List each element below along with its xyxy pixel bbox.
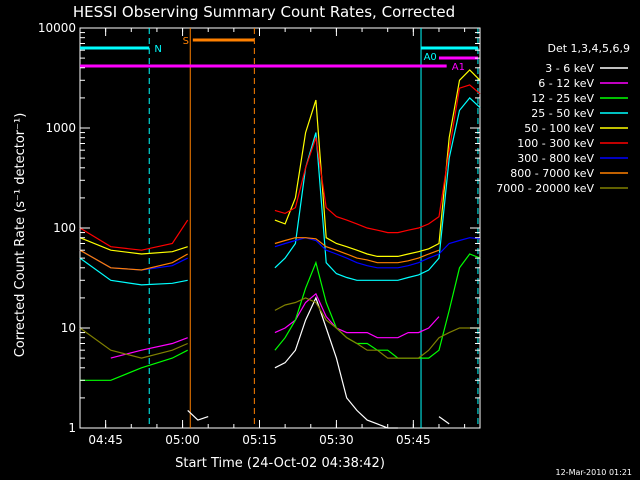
series-1 [187, 296, 450, 429]
series-line [274, 297, 480, 359]
x-axis-label: Start Time (24-Oct-02 04:38:42) [175, 456, 385, 471]
annotation-a1: A1 [452, 62, 465, 73]
series-3 [80, 253, 481, 381]
legend-label-5: 50 - 100 keV [524, 122, 594, 135]
annotation-n: N [154, 44, 161, 55]
series-line [274, 292, 440, 339]
series-line [187, 409, 209, 421]
series-line [79, 219, 189, 251]
series-line [274, 253, 481, 359]
series-line [79, 327, 188, 359]
annotation-a0: A0 [424, 52, 437, 63]
series-line [274, 84, 481, 234]
legend-label-3: 12 - 25 keV [531, 92, 594, 105]
series-line [274, 237, 440, 264]
series-line [79, 249, 188, 271]
series-8 [79, 237, 440, 271]
legend: Det 1,3,4,5,6,9 3 - 6 keV 6 - 12 keV 12 - 2… [496, 42, 630, 195]
legend-label-8: 800 - 7000 keV [510, 167, 594, 180]
series-9 [79, 297, 480, 359]
annotation-s: S [183, 36, 189, 47]
legend-title: Det 1,3,4,5,6,9 [547, 42, 630, 55]
x-tick-label: 05:00 [165, 433, 200, 447]
series-line [79, 237, 188, 255]
series-6 [79, 84, 481, 251]
legend-label-7: 300 - 800 keV [517, 152, 594, 165]
series-line [274, 97, 481, 281]
y-axis: 1 10 100 1000 10000 [38, 21, 480, 435]
series-2 [110, 292, 440, 359]
x-tick-label: 05:15 [242, 433, 277, 447]
series-line [438, 416, 450, 425]
plot-area: N S A0 A1 [79, 27, 481, 429]
legend-label-4: 25 - 50 keV [531, 107, 594, 120]
legend-label-1: 3 - 6 keV [545, 62, 594, 75]
y-tick-label: 10 [61, 321, 76, 335]
series-4 [79, 97, 481, 286]
chart-title: HESSI Observing Summary Count Rates, Cor… [73, 3, 455, 21]
legend-label-2: 6 - 12 keV [538, 77, 594, 90]
series-5 [79, 69, 481, 257]
footer-timestamp: 12-Mar-2010 01:21 [556, 468, 633, 477]
series-line [274, 296, 398, 429]
x-tick-label: 05:30 [319, 433, 354, 447]
y-tick-label: 10000 [38, 21, 76, 35]
y-tick-label: 1000 [45, 121, 76, 135]
legend-label-6: 100 - 300 keV [517, 137, 594, 150]
series-line [79, 257, 188, 286]
y-tick-label: 100 [53, 221, 76, 235]
y-tick-label: 1 [68, 421, 76, 435]
y-axis-label: Corrected Count Rate (s⁻¹ detector⁻¹) [13, 113, 28, 358]
x-tick-label: 04:45 [88, 433, 123, 447]
x-axis: 04:45 05:00 05:15 05:30 05:45 [79, 28, 466, 447]
series-line [80, 349, 188, 381]
legend-label-9: 7000 - 20000 keV [496, 182, 594, 195]
x-tick-label: 05:45 [396, 433, 431, 447]
